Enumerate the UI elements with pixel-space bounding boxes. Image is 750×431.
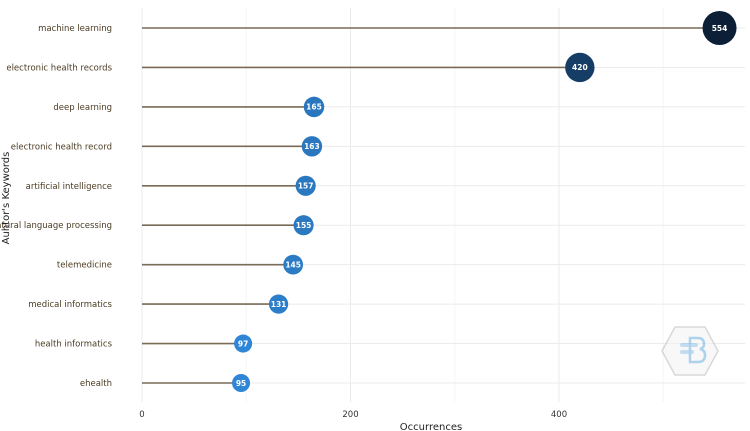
- dots: 554 420 165 163 157 155 145 131 97 95: [232, 11, 737, 392]
- category-label: natural language processing: [0, 221, 112, 231]
- value-label: 163: [304, 142, 320, 151]
- lollipop-dot: [293, 215, 314, 236]
- value-label: 131: [271, 300, 287, 309]
- category-label: health informatics: [35, 340, 113, 350]
- y-axis-title: Auhtor's Keywords: [1, 152, 12, 245]
- category-label: machine learning: [38, 24, 112, 34]
- stems: [142, 27, 720, 384]
- x-tick-label: 400: [551, 410, 567, 420]
- value-label: 155: [296, 221, 312, 230]
- value-label: 95: [236, 379, 246, 388]
- category-labels: machine learning electronic health record…: [0, 24, 113, 389]
- lollipop-dot: [303, 96, 325, 118]
- x-tick-labels: 0 200 400: [139, 410, 567, 420]
- lollipop-dot: [234, 334, 253, 353]
- bibliometrix-hexagon-logo-icon: [661, 326, 719, 376]
- lollipop-dot: [702, 11, 737, 45]
- lollipop-dot: [565, 52, 595, 83]
- category-label: electronic health records: [6, 63, 112, 73]
- lollipop-dot: [295, 175, 316, 196]
- category-label: ehealth: [80, 379, 112, 389]
- x-axis-title: Occurrences: [400, 422, 462, 431]
- value-label: 554: [712, 24, 728, 33]
- x-tick-label: 0: [139, 410, 144, 420]
- value-label: 97: [238, 339, 248, 348]
- category-label: telemedicine: [57, 261, 112, 271]
- value-label: 165: [306, 103, 322, 112]
- category-label: deep learning: [53, 103, 112, 113]
- lollipop-dot: [301, 136, 323, 157]
- value-label: 420: [572, 63, 588, 72]
- lollipop-dot: [232, 374, 251, 392]
- value-label: 157: [298, 182, 314, 191]
- x-tick-label: 200: [342, 410, 358, 420]
- category-label: artificial intelligence: [26, 182, 112, 192]
- category-label: medical informatics: [28, 300, 112, 310]
- lollipop-dot: [283, 254, 304, 275]
- category-label: electronic health record: [11, 142, 112, 152]
- value-label: 145: [285, 260, 301, 269]
- lollipop-dot: [268, 294, 289, 314]
